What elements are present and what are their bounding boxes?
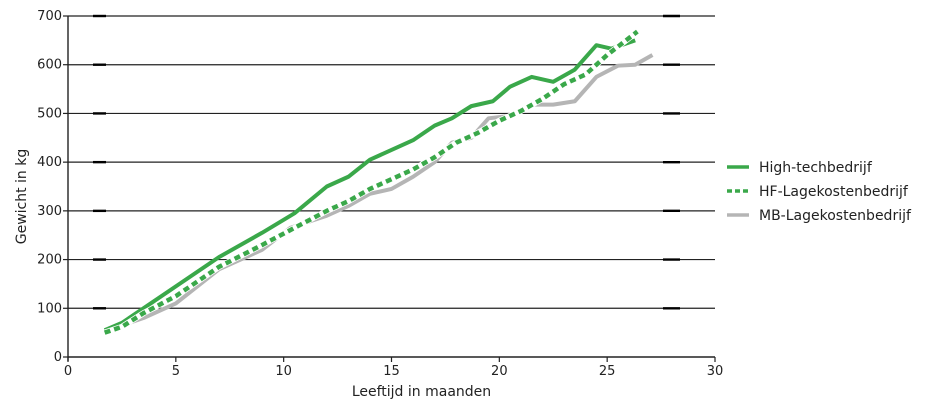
grid-lines xyxy=(68,14,715,310)
tick-labels: 0 100 200 300 400 500 600 700 0 5 10 15 20 25 30 xyxy=(37,9,723,379)
y-tick-label: 100 xyxy=(37,301,62,316)
x-axis-label: Leeftijd in maanden xyxy=(352,384,491,400)
y-axis-label: Gewicht in kg xyxy=(14,149,30,245)
legend-label: HF-Lagekostenbedrijf xyxy=(759,184,909,200)
y-tick-label: 600 xyxy=(37,58,62,73)
y-tick-label: 400 xyxy=(37,155,62,170)
y-tick-label: 300 xyxy=(37,204,62,219)
x-tick-label: 15 xyxy=(383,364,400,379)
axes xyxy=(63,15,716,362)
legend-label: MB-Lagekostenbedrijf xyxy=(759,208,912,224)
x-tick-label: 25 xyxy=(599,364,616,379)
y-tick-label: 200 xyxy=(37,253,62,268)
x-tick-label: 5 xyxy=(172,364,180,379)
legend-label: High-techbedrijf xyxy=(759,160,873,176)
x-tick-label: 30 xyxy=(707,364,724,379)
series-line-hf-lagekostenbedrijf xyxy=(103,29,639,335)
x-tick-label: 10 xyxy=(275,364,292,379)
legend: High-techbedrijf HF-Lagekostenbedrijf MB-L… xyxy=(727,160,912,224)
x-tick-label: 20 xyxy=(491,364,508,379)
y-tick-label: 0 xyxy=(54,350,62,365)
y-tick-label: 500 xyxy=(37,106,62,121)
x-tick-label: 0 xyxy=(64,364,72,379)
y-tick-label: 700 xyxy=(37,9,62,24)
series-lines xyxy=(103,29,654,336)
series-line-high-techbedrijf xyxy=(103,38,636,333)
